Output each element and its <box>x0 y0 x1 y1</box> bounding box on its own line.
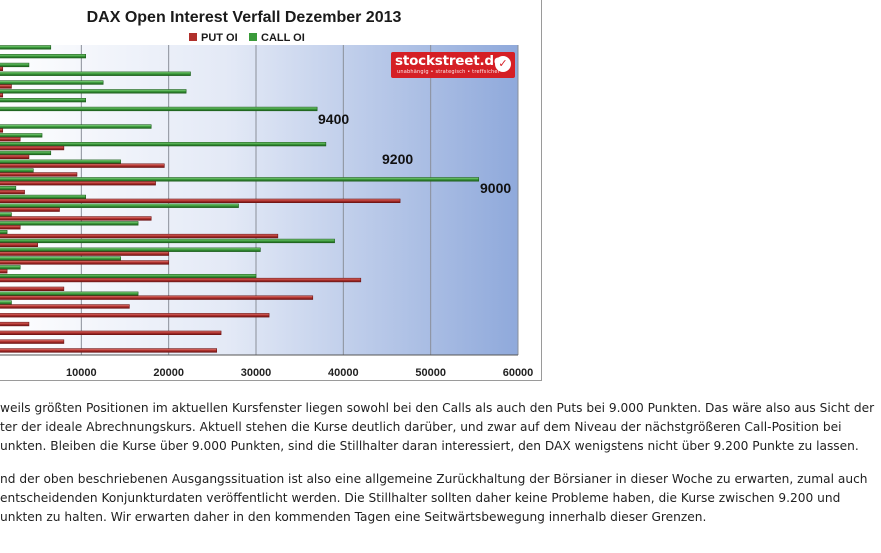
put-oi-bar <box>0 163 165 168</box>
legend-put-swatch <box>189 33 197 41</box>
call-oi-bar <box>0 124 152 129</box>
x-tick-label: 60000 <box>503 367 534 379</box>
call-oi-bar <box>0 53 86 59</box>
put-oi-bar <box>0 321 30 327</box>
logo-wordmark: stockstreet.de <box>395 53 503 69</box>
logo-tagline: unabhängig • strategisch • treffsicher <box>397 69 500 75</box>
annotation-9000: 9000 <box>480 180 511 196</box>
chart-container: 10000 20000 30000 40000 50000 60000 DAX Open … <box>0 0 542 381</box>
legend-call-swatch <box>249 33 257 41</box>
put-oi-bar <box>0 295 314 300</box>
call-oi-bar <box>0 212 12 217</box>
call-oi-bar <box>0 98 86 103</box>
call-oi-bar <box>0 273 257 279</box>
call-oi-bar <box>0 62 30 68</box>
chart-title: DAX Open Interest Verfall Dezember 2013 <box>87 9 402 26</box>
checkmark-icon: ✓ <box>495 56 511 72</box>
call-oi-bar <box>0 177 480 182</box>
stockstreet-logo: stockstreet.de unabhängig • strategisch … <box>391 52 515 78</box>
put-oi-bar <box>0 93 4 98</box>
x-tick-label: 20000 <box>153 367 184 379</box>
put-oi-bar <box>0 225 21 230</box>
call-oi-bar <box>0 150 52 156</box>
put-oi-bar <box>0 84 12 89</box>
call-oi-bar <box>0 45 52 50</box>
call-oi-bar <box>0 256 121 261</box>
put-oi-bar <box>0 207 60 212</box>
call-oi-bar <box>0 186 17 191</box>
put-oi-bar <box>0 137 21 142</box>
put-oi-bar <box>0 216 152 221</box>
call-oi-bar <box>0 230 8 235</box>
put-oi-bar <box>0 154 30 159</box>
put-oi-bar <box>0 313 270 318</box>
put-oi-bar <box>0 189 25 195</box>
put-oi-bar <box>0 330 222 335</box>
annotation-9200: 9200 <box>382 151 413 167</box>
call-oi-bar <box>0 106 318 112</box>
call-oi-bar <box>0 300 12 305</box>
call-oi-bar <box>0 168 34 173</box>
call-oi-bar <box>0 80 104 85</box>
annotation-9400: 9400 <box>318 111 349 127</box>
put-oi-bar <box>0 233 279 239</box>
put-oi-bar <box>0 181 156 186</box>
put-oi-bar <box>0 145 65 151</box>
put-oi-bar <box>0 66 4 71</box>
put-oi-bar <box>0 286 65 291</box>
put-oi-bar <box>0 198 401 203</box>
open-interest-chart: 10000 20000 30000 40000 50000 60000 DAX Open … <box>0 9 534 379</box>
call-oi-bar <box>0 238 335 244</box>
call-oi-bar <box>0 71 191 76</box>
put-oi-bar <box>0 277 362 283</box>
x-tick-label: 50000 <box>415 367 446 379</box>
call-oi-bar <box>0 203 239 208</box>
legend-put-label: PUT OI <box>201 32 238 44</box>
x-tick-label: 30000 <box>241 367 272 379</box>
put-oi-bar <box>0 128 4 133</box>
call-oi-bar <box>0 221 139 226</box>
paragraph-2: nd der oben beschriebenen Ausgangssituat… <box>0 472 868 524</box>
call-oi-bar <box>0 89 187 94</box>
put-oi-bar <box>0 260 169 265</box>
x-tick-label: 40000 <box>328 367 359 379</box>
call-oi-bar <box>0 291 139 296</box>
paragraph-1: weils größten Positionen im aktuellen Ku… <box>0 401 875 453</box>
call-oi-bar <box>0 265 21 270</box>
put-oi-bar <box>0 339 65 344</box>
put-oi-bar <box>0 269 8 274</box>
put-oi-bar <box>0 304 130 309</box>
put-oi-bar <box>0 172 78 177</box>
call-oi-bar <box>0 159 121 164</box>
put-oi-bar <box>0 348 217 353</box>
call-oi-bar <box>0 194 86 200</box>
call-oi-bar <box>0 133 43 138</box>
legend-call-label: CALL OI <box>261 32 305 44</box>
call-oi-bar <box>0 247 261 252</box>
put-oi-bar <box>0 242 38 247</box>
x-tick-label: 10000 <box>66 367 97 379</box>
call-oi-bar <box>0 142 327 147</box>
put-oi-bar <box>0 251 169 256</box>
